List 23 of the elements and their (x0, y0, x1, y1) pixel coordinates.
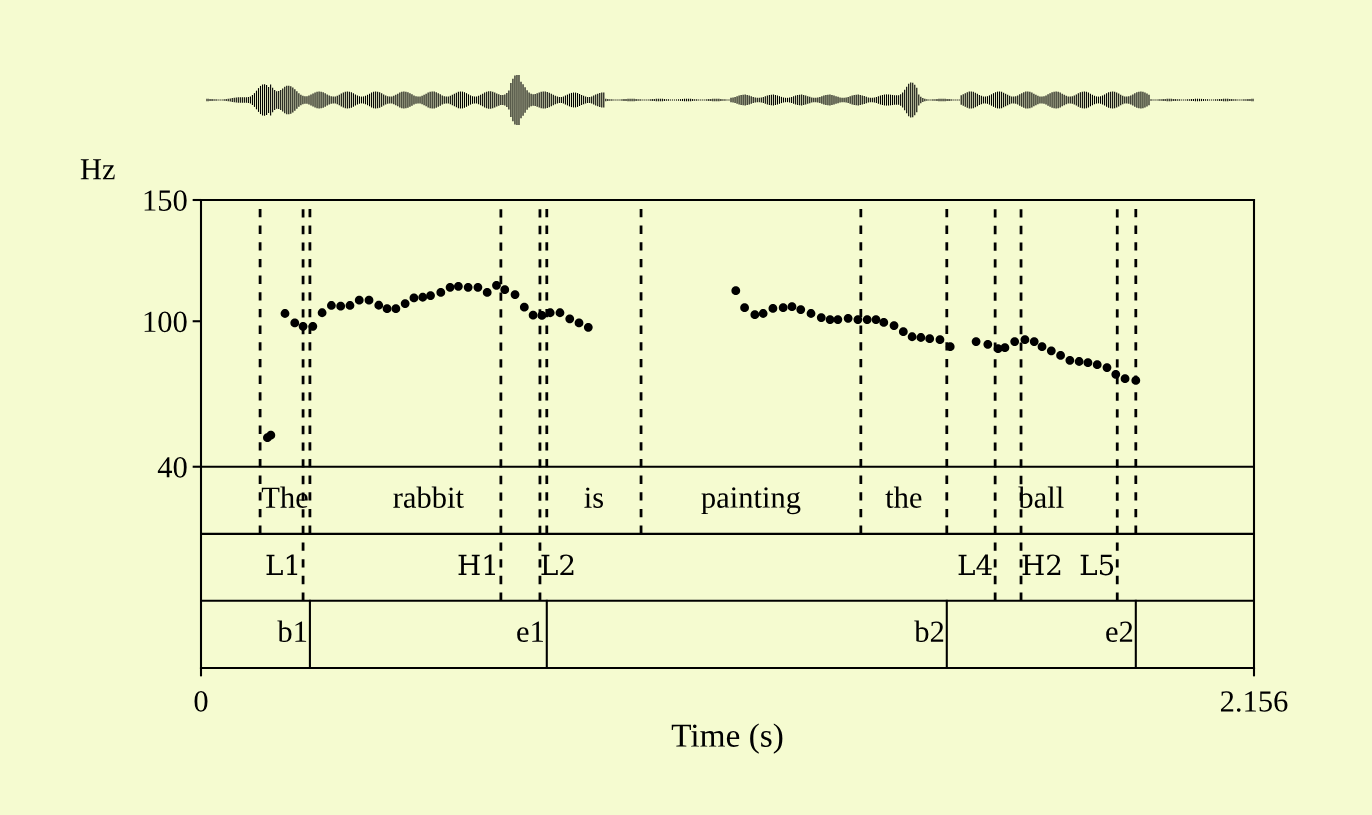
ref-line-label: b2 (914, 620, 944, 643)
ref-line-label: L5 (1080, 554, 1114, 576)
ref-line-label: L2 (541, 554, 574, 576)
y-tick-label: 150 (144, 190, 187, 211)
ref-line-label: is (584, 487, 604, 508)
y-tick-label: 40 (157, 457, 187, 478)
y-tick-label: 100 (144, 311, 187, 333)
ref-line-label: H2 (1022, 554, 1061, 576)
x-tick-label: 2.156 (1220, 691, 1288, 712)
ref-line-label: L4 (958, 554, 992, 576)
ref-line-label: e2 (1106, 621, 1133, 643)
x-tick-label: 0 (194, 691, 208, 712)
ref-line-label: b1 (277, 620, 307, 643)
ref-line-label: H1 (458, 554, 495, 576)
ref-line-label: painting (701, 487, 801, 515)
ref-line-label: L1 (266, 554, 298, 576)
y-axis-title: Hz (80, 159, 115, 180)
ref-line-label: The (261, 486, 308, 508)
ref-line-label: the (885, 486, 922, 508)
x-axis-title: Time (s) (671, 723, 783, 754)
ref-line-label: ball (1018, 486, 1064, 508)
ref-line-label: rabbit (393, 486, 464, 508)
ref-line-label: e1 (517, 621, 543, 643)
